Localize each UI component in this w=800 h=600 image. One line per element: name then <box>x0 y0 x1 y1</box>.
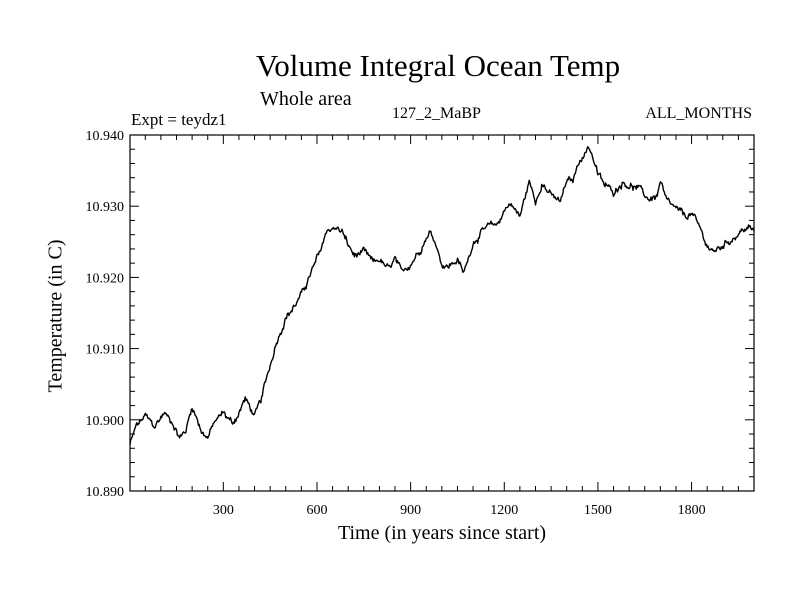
x-tick-label: 900 <box>400 503 421 518</box>
y-axis-label: Temperature (in C) <box>44 239 67 393</box>
plot-frame <box>129 134 755 492</box>
x-tick-label: 600 <box>306 503 327 518</box>
y-tick-label: 10.900 <box>86 414 125 429</box>
axis-ticks <box>130 134 755 492</box>
months-label: ALL_MONTHS <box>645 105 752 122</box>
x-tick-label: 300 <box>213 503 234 518</box>
x-tick-label: 1200 <box>490 503 518 518</box>
y-tick-label: 10.940 <box>86 129 125 144</box>
y-tick-label: 10.890 <box>86 485 125 500</box>
tick-labels: 10.890 10.900 10.910 10.920 10.930 10.940 300 6… <box>86 129 706 518</box>
y-tick-label: 10.930 <box>86 200 125 215</box>
chart-subtitle: Whole area <box>260 88 352 110</box>
experiment-label: Expt = teydz1 <box>131 110 227 129</box>
y-tick-label: 10.910 <box>86 343 125 358</box>
chart-title: Volume Integral Ocean Temp <box>255 48 621 83</box>
x-axis-label: Time (in years since start) <box>337 522 547 544</box>
y-tick-label: 10.920 <box>86 271 125 286</box>
x-tick-label: 1500 <box>584 503 612 518</box>
temperature-series-line <box>129 146 755 445</box>
x-tick-label: 1800 <box>678 503 706 518</box>
run-label: 127_2_MaBP <box>392 105 481 122</box>
